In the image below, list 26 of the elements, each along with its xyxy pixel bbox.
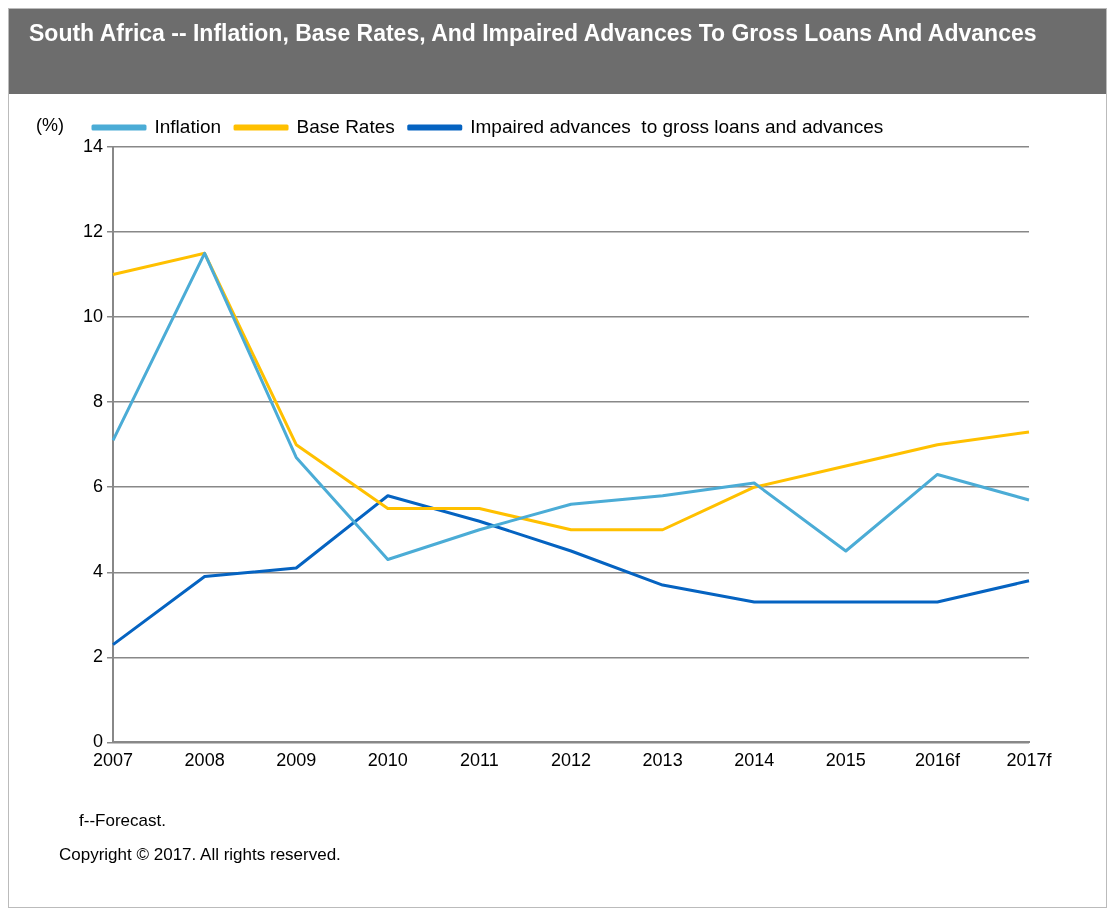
x-tick-label: 2007: [93, 750, 134, 771]
text: f--Forecast.: [79, 810, 167, 832]
chart-title: South Africa -- Inflation, Base Rates, And Impaired Advances To Gross Loans And Advances: [9, 9, 1106, 94]
legend-label: Impaired advances to gross loans and advances: [470, 115, 884, 137]
y-tick-label: 0: [93, 731, 104, 752]
x-tick-label: 2012: [550, 750, 592, 771]
legend-label: Inflation: [154, 115, 222, 137]
x-tick-label: 2008: [184, 750, 225, 771]
x-tick-label: 2014: [734, 750, 775, 771]
x-tick-label: 2010: [367, 750, 408, 771]
x-tick-label: 2016f: [914, 750, 961, 771]
y-axis-title: (%): [36, 114, 65, 135]
text: Copyright © 2017. All rights reserved.: [59, 844, 342, 866]
y-tick-label: 2: [93, 646, 104, 667]
y-tick-label: 6: [93, 476, 104, 497]
x-tick-label: 2013: [642, 750, 683, 771]
y-tick-label: 12: [82, 221, 104, 242]
y-tick-label: 10: [82, 306, 104, 327]
x-tick-label: 2011: [460, 750, 499, 771]
y-tick-label: 8: [93, 391, 104, 412]
x-tick-label: 2009: [276, 750, 317, 771]
y-tick-label: 4: [93, 561, 104, 582]
x-tick-label: 2017f: [1006, 750, 1053, 771]
legend-label: Base Rates: [296, 115, 395, 137]
y-tick-label: 14: [82, 135, 104, 156]
x-tick-label: 2015: [825, 750, 866, 771]
